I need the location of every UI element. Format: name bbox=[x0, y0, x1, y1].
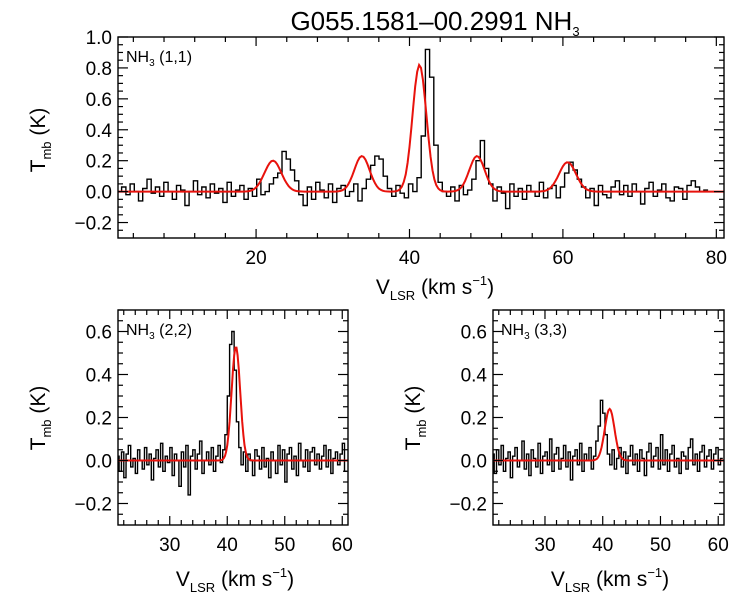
y-tick-label: −0.2 bbox=[74, 495, 112, 516]
x-tick-label: 30 bbox=[159, 535, 180, 556]
x-axis-label: VLSR (km s−1) bbox=[376, 273, 494, 303]
y-tick-label: 0.6 bbox=[461, 323, 487, 344]
chart-title-main: G055.1581‒00.2991 NH bbox=[290, 6, 572, 36]
gaussian-fit-line bbox=[493, 407, 724, 462]
y-axis-label: Tmb (K) bbox=[27, 108, 54, 173]
y-tick-label: 0.6 bbox=[86, 90, 112, 111]
panel-transition-label: NH3 (2,2) bbox=[126, 322, 192, 342]
y-tick-label: 0.4 bbox=[86, 121, 113, 142]
panel-nh3-22: 30 40 50 60 −0.2 0.0 0.2 0.4 0.6 NH3 (2,2) VLSR (k… bbox=[27, 309, 353, 595]
observed-spectrum-line bbox=[118, 48, 709, 210]
x-axis-label: VLSR (km s−1) bbox=[551, 565, 669, 595]
x-tick-label: 40 bbox=[399, 248, 420, 269]
y-axis-label: Tmb (K) bbox=[402, 386, 429, 451]
x-tick-label: 50 bbox=[650, 535, 671, 556]
y-tick-label: −0.2 bbox=[449, 495, 487, 516]
chart-title-subscript: 3 bbox=[572, 24, 579, 39]
x-tick-label: 40 bbox=[217, 535, 238, 556]
y-tick-label: 1.0 bbox=[86, 28, 112, 49]
panel-transition-label: NH3 (1,1) bbox=[126, 49, 192, 69]
y-tick-label: 0.6 bbox=[86, 323, 112, 344]
x-tick-label: 60 bbox=[708, 535, 729, 556]
y-tick-label: 0.4 bbox=[86, 366, 113, 387]
x-tick-label: 50 bbox=[274, 535, 295, 556]
chart-title: G055.1581‒00.2991 NH3 bbox=[290, 6, 579, 39]
panel-nh3-11: 20 40 60 80 −0.2 0.0 0.2 0.4 0.6 0.8 1.0 NH3 (1,1) V… bbox=[27, 28, 727, 303]
panel-transition-label: NH3 (3,3) bbox=[501, 322, 567, 342]
x-tick-label: 40 bbox=[592, 535, 613, 556]
y-tick-label: 0.2 bbox=[461, 409, 487, 430]
gaussian-fit-line bbox=[118, 62, 724, 193]
y-tick-label: 0.0 bbox=[86, 452, 112, 473]
x-tick-label: 60 bbox=[552, 248, 573, 269]
y-axis-label: Tmb (K) bbox=[27, 386, 54, 451]
x-tick-label: 20 bbox=[246, 248, 267, 269]
observed-spectrum-line bbox=[493, 399, 723, 481]
x-tick-label: 60 bbox=[332, 535, 353, 556]
y-tick-label: 0.2 bbox=[86, 409, 112, 430]
y-tick-label: 0.0 bbox=[461, 452, 487, 473]
y-tick-label: 0.0 bbox=[86, 183, 112, 204]
y-tick-label: 0.8 bbox=[86, 59, 112, 80]
x-tick-label: 80 bbox=[706, 248, 727, 269]
y-tick-label: 0.2 bbox=[86, 152, 112, 173]
gaussian-fit-line bbox=[118, 346, 348, 462]
panel-nh3-33: 30 40 50 60 −0.2 0.0 0.2 0.4 0.6 NH3 (3,3) VLSR (k… bbox=[402, 309, 729, 595]
x-axis-label: VLSR (km s−1) bbox=[176, 565, 294, 595]
y-tick-label: 0.4 bbox=[461, 366, 488, 387]
x-tick-label: 30 bbox=[534, 535, 555, 556]
plot-frame bbox=[492, 309, 725, 526]
plot-frame bbox=[117, 309, 349, 526]
y-tick-label: −0.2 bbox=[74, 214, 112, 235]
observed-spectrum-line bbox=[118, 330, 347, 496]
